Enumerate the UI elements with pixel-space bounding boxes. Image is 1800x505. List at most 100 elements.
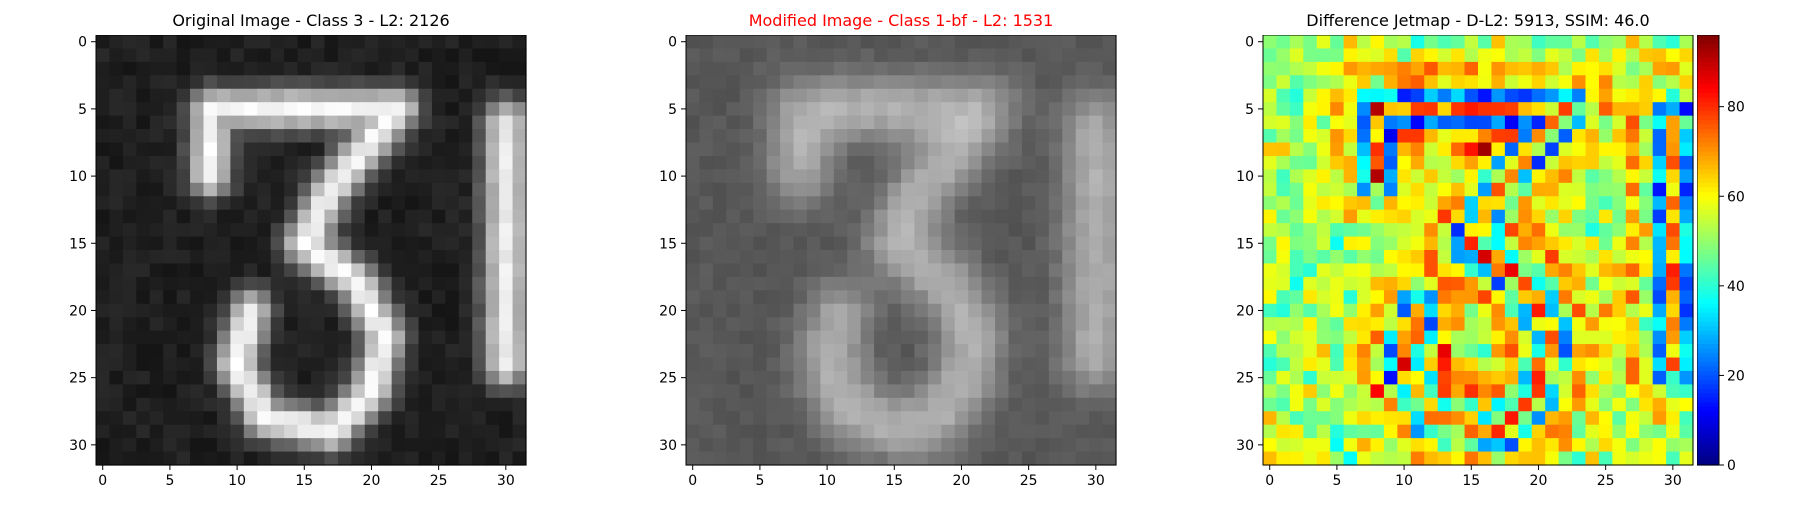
pixel-cell (1491, 276, 1506, 291)
colorbar-band (1697, 335, 1719, 341)
y-tick-label: 10 (1236, 169, 1254, 185)
pixel-cell (1263, 317, 1278, 332)
pixel-cell (1652, 142, 1667, 157)
pixel-cell (324, 451, 339, 466)
pixel-cell (914, 35, 929, 50)
pixel-cell (766, 250, 781, 265)
pixel-cell (941, 48, 956, 63)
pixel-cell (391, 155, 406, 170)
pixel-cell (1316, 263, 1331, 278)
pixel-cell (712, 169, 727, 184)
pixel-cell (806, 357, 821, 372)
pixel-cell (1330, 155, 1345, 170)
pixel-cell (1518, 330, 1533, 345)
pixel-cell (753, 330, 768, 345)
colorbar-band (1697, 442, 1719, 448)
pixel-cell (806, 370, 821, 385)
pixel-cell (712, 129, 727, 144)
pixel-cell (699, 223, 714, 238)
pixel-cell (793, 182, 808, 197)
pixel-cell (995, 344, 1010, 359)
pixel-cell (1383, 223, 1398, 238)
pixel-cell (874, 330, 889, 345)
pixel-cell (96, 330, 111, 345)
pixel-cell (1343, 330, 1358, 345)
pixel-cell (311, 35, 326, 50)
pixel-cell (1062, 370, 1077, 385)
pixel-cell (1464, 330, 1479, 345)
colorbar-band (1697, 61, 1719, 67)
pixel-cell (109, 303, 124, 318)
pixel-cell (1370, 397, 1385, 412)
pixel-cell (1585, 209, 1600, 224)
pixel-cell (1491, 250, 1506, 265)
pixel-cell (1062, 196, 1077, 211)
pixel-cell (1062, 169, 1077, 184)
pixel-cell (1276, 102, 1291, 117)
pixel-cell (1263, 397, 1278, 412)
pixel-cell (405, 250, 420, 265)
pixel-cell (1679, 357, 1694, 372)
pixel-cell (243, 451, 258, 466)
pixel-cell (753, 236, 768, 251)
pixel-cell (995, 129, 1010, 144)
pixel-cell (1062, 344, 1077, 359)
pixel-cell (1666, 370, 1681, 385)
pixel-cell (1666, 451, 1681, 466)
pixel-cell (887, 236, 902, 251)
pixel-cell (780, 357, 795, 372)
pixel-cell (806, 115, 821, 130)
pixel-cell (941, 344, 956, 359)
pixel-cell (1370, 35, 1385, 50)
pixel-cell (1504, 61, 1519, 76)
pixel-cell (230, 303, 245, 318)
pixel-cell (1102, 155, 1117, 170)
pixel-cell (887, 276, 902, 291)
pixel-cell (230, 35, 245, 50)
pixel-cell (190, 209, 205, 224)
pixel-cell (981, 250, 996, 265)
pixel-cell (1035, 48, 1050, 63)
pixel-cell (860, 330, 875, 345)
pixel-cell (981, 397, 996, 412)
pixel-cell (699, 169, 714, 184)
pixel-cell (726, 48, 741, 63)
pixel-cell (766, 209, 781, 224)
pixel-cell (1410, 451, 1425, 466)
pixel-cell (203, 303, 218, 318)
y-tick-label: 20 (659, 303, 677, 319)
pixel-cell (1424, 330, 1439, 345)
pixel-cell (512, 61, 527, 76)
pixel-cell (324, 370, 339, 385)
colorbar-band (1697, 397, 1719, 403)
pixel-cell (1276, 88, 1291, 103)
pixel-cell (1518, 370, 1533, 385)
pixel-cell (1397, 182, 1412, 197)
pixel-cell (901, 115, 916, 130)
pixel-cell (820, 344, 835, 359)
pixel-cell (860, 129, 875, 144)
pixel-cell (1451, 451, 1466, 466)
pixel-cell (1410, 169, 1425, 184)
colorbar-band (1697, 93, 1719, 99)
pixel-cell (1666, 357, 1681, 372)
pixel-cell (1410, 357, 1425, 372)
pixel-cell (499, 438, 514, 453)
pixel-cell (109, 48, 124, 63)
pixel-cell (1048, 223, 1063, 238)
pixel-cell (378, 102, 393, 117)
pixel-cell (378, 370, 393, 385)
pixel-cell (1035, 370, 1050, 385)
pixel-cell (1572, 182, 1587, 197)
pixel-cell (176, 330, 191, 345)
pixel-cell (699, 424, 714, 439)
pixel-cell (1504, 75, 1519, 90)
pixel-cell (1625, 209, 1640, 224)
pixel-cell (954, 61, 969, 76)
pixel-cell (458, 451, 473, 466)
colorbar-band (1697, 151, 1719, 157)
pixel-cell (1612, 344, 1627, 359)
pixel-cell (243, 209, 258, 224)
pixel-cell (96, 303, 111, 318)
pixel-cell (499, 317, 514, 332)
